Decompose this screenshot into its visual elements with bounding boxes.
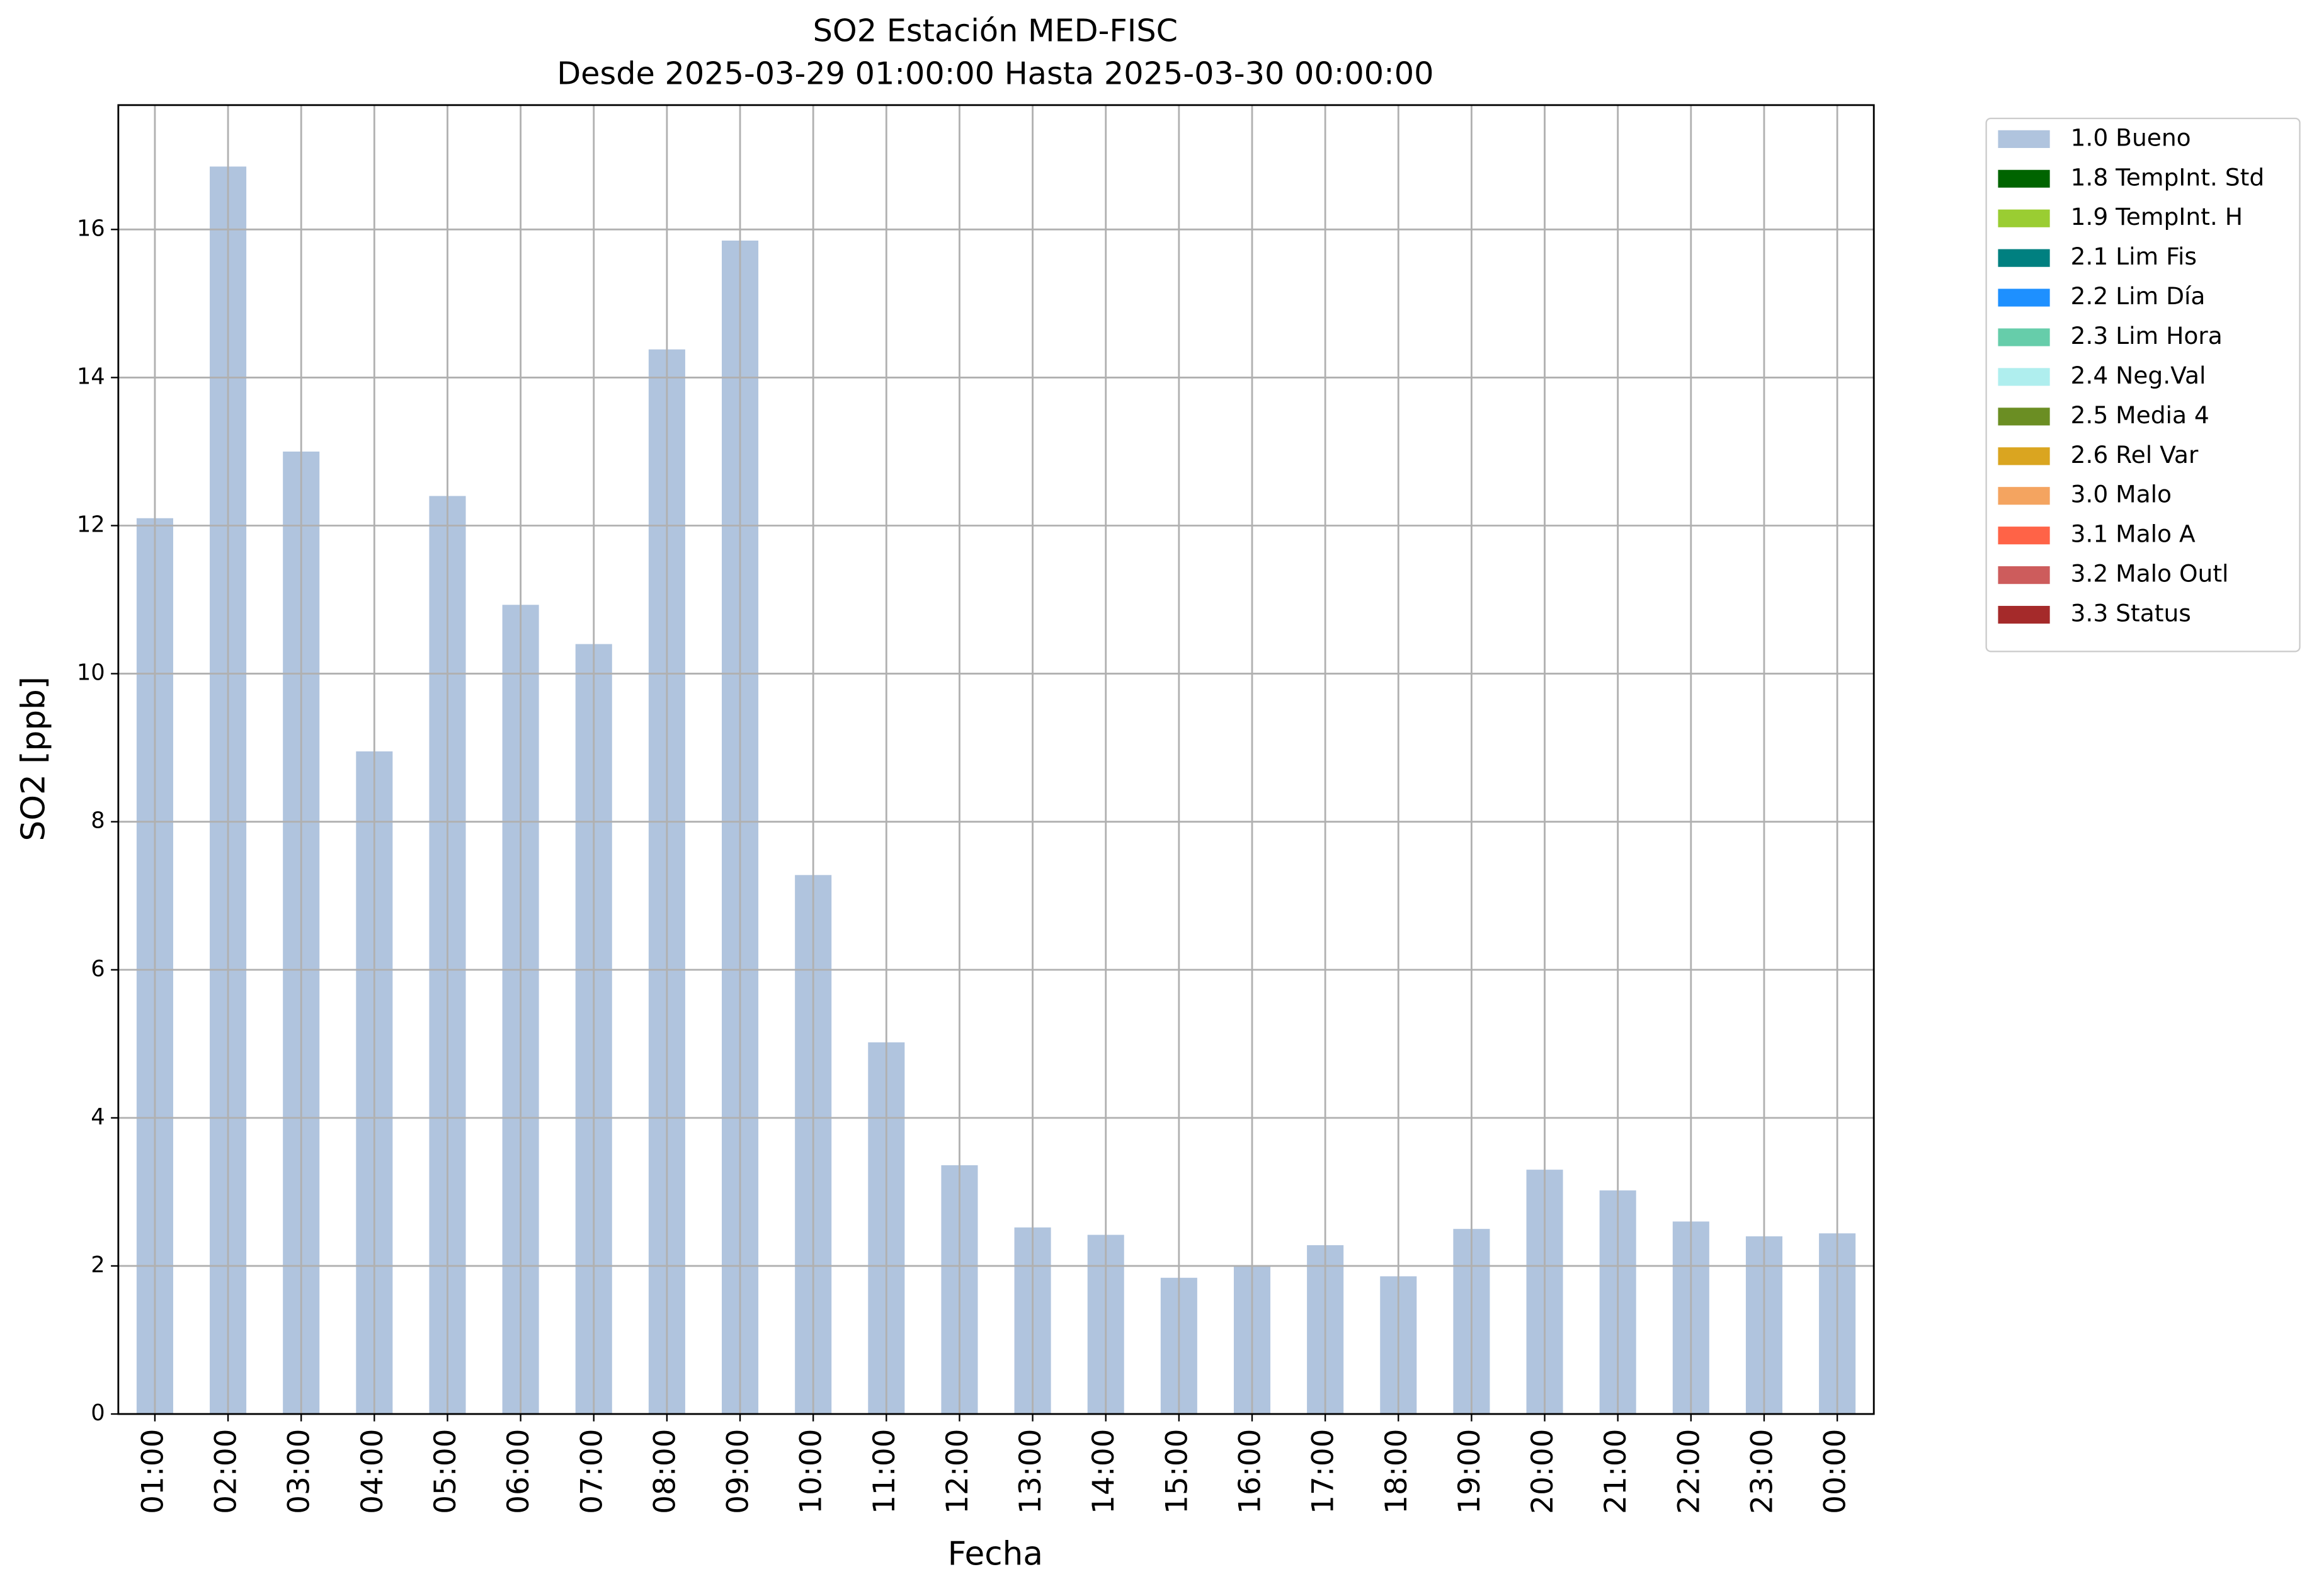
x-tick-label: 23:00 [1745, 1429, 1779, 1514]
legend-label: 2.3 Lim Hora [2071, 322, 2223, 350]
legend-label: 3.0 Malo [2071, 481, 2172, 508]
x-tick-label: 07:00 [574, 1429, 609, 1514]
x-tick-label: 17:00 [1306, 1429, 1341, 1514]
legend-label: 1.8 TempInt. Std [2071, 163, 2265, 191]
legend-swatch [1998, 447, 2050, 465]
y-tick-label: 12 [77, 512, 105, 538]
x-tick-label: 03:00 [282, 1429, 317, 1514]
x-tick-label: 16:00 [1233, 1429, 1268, 1514]
x-tick-label: 05:00 [428, 1429, 463, 1514]
x-tick-label: 01:00 [135, 1429, 170, 1514]
legend-swatch [1998, 408, 2050, 426]
x-tick-label: 09:00 [721, 1429, 756, 1514]
x-tick-label: 08:00 [647, 1429, 682, 1514]
y-tick-label: 0 [91, 1400, 105, 1426]
legend-label: 1.0 Bueno [2071, 123, 2191, 151]
legend-swatch [1998, 566, 2050, 584]
y-tick-label: 8 [91, 808, 105, 834]
x-tick-label: 22:00 [1672, 1429, 1706, 1514]
x-tick-label: 14:00 [1086, 1429, 1121, 1514]
x-tick-label: 13:00 [1013, 1429, 1048, 1514]
x-tick-label: 02:00 [209, 1429, 244, 1514]
chart-title: SO2 Estación MED-FISC [813, 12, 1178, 48]
x-tick-label: 10:00 [794, 1429, 829, 1514]
legend-label: 2.2 Lim Día [2071, 282, 2206, 310]
x-axis-label: Fecha [948, 1535, 1043, 1573]
legend-label: 2.1 Lim Fis [2071, 242, 2197, 270]
y-tick-label: 10 [77, 660, 105, 686]
legend-label: 2.6 Rel Var [2071, 441, 2199, 469]
legend-label: 2.4 Neg.Val [2071, 362, 2206, 389]
chart-subtitle: Desde 2025-03-29 01:00:00 Hasta 2025-03-… [557, 55, 1433, 91]
x-tick-label: 12:00 [940, 1429, 975, 1514]
legend-swatch [1998, 249, 2050, 267]
x-tick-label: 18:00 [1379, 1429, 1414, 1514]
legend-swatch [1998, 169, 2050, 188]
y-tick-label: 4 [91, 1104, 105, 1130]
legend-label: 2.5 Media 4 [2071, 401, 2209, 429]
legend-label: 3.1 Malo A [2071, 520, 2196, 548]
x-tick-label: 19:00 [1452, 1429, 1487, 1514]
y-tick-label: 16 [77, 215, 105, 241]
x-tick-label: 06:00 [501, 1429, 536, 1514]
y-tick-label: 14 [77, 363, 105, 389]
y-tick-label: 2 [91, 1252, 105, 1278]
y-tick-label: 6 [91, 956, 105, 982]
legend-swatch [1998, 368, 2050, 386]
x-tick-label: 21:00 [1598, 1429, 1633, 1514]
legend-swatch [1998, 605, 2050, 624]
x-tick-label: 15:00 [1160, 1429, 1194, 1514]
legend-swatch [1998, 328, 2050, 346]
legend-swatch [1998, 209, 2050, 227]
legend-swatch [1998, 130, 2050, 148]
x-tick-label: 20:00 [1525, 1429, 1560, 1514]
legend-label: 3.2 Malo Outl [2071, 560, 2229, 588]
legend-swatch [1998, 487, 2050, 505]
x-tick-label: 11:00 [867, 1429, 902, 1514]
x-tick-label: 00:00 [1818, 1429, 1853, 1514]
legend-swatch [1998, 527, 2050, 545]
legend-box [1985, 117, 2301, 653]
legend-swatch [1998, 288, 2050, 307]
legend-label: 3.3 Status [2071, 600, 2191, 627]
legend-label: 1.9 TempInt. H [2071, 203, 2243, 231]
y-axis-label: SO2 [ppb] [14, 676, 52, 841]
x-tick-label: 04:00 [355, 1429, 390, 1514]
plot-frame [117, 104, 1875, 1415]
